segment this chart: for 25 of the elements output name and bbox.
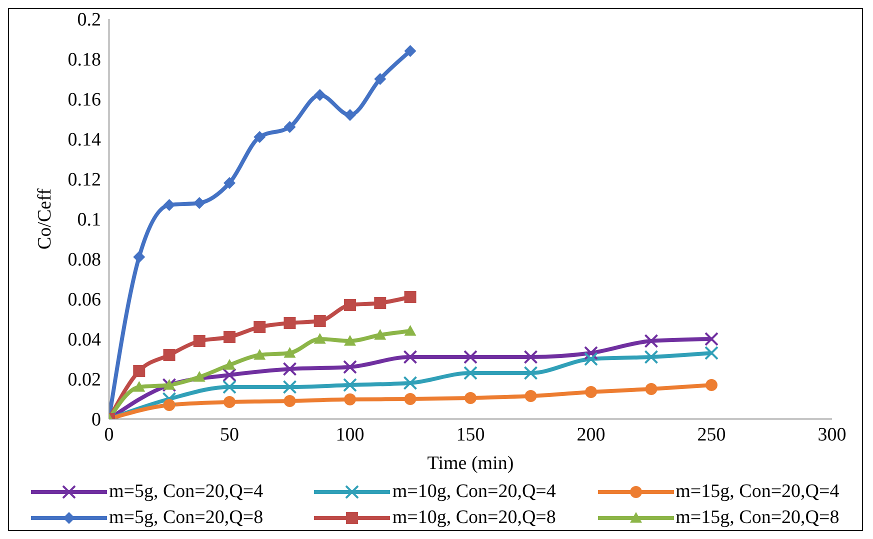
legend-label: m=15g, Con=20,Q=8 xyxy=(676,507,840,529)
y-tick-label: 0.16 xyxy=(68,90,101,111)
y-tick-label: 0.1 xyxy=(77,210,101,231)
x-tick-label: 250 xyxy=(697,424,726,446)
legend-label: m=10g, Con=20,Q=4 xyxy=(392,481,556,503)
y-tick-label: 0.02 xyxy=(68,370,101,391)
x-tick-label: 200 xyxy=(576,424,606,446)
legend-label: m=5g, Con=20,Q=8 xyxy=(109,507,264,529)
x-tick-label: 100 xyxy=(336,424,364,446)
x-tick-label: 50 xyxy=(220,424,239,446)
y-tick-label: 0.06 xyxy=(68,290,101,311)
x-axis-title: Time (min) xyxy=(427,453,514,474)
x-tick-label: 150 xyxy=(456,424,485,446)
y-tick-label: 0 xyxy=(92,410,101,431)
y-tick-label: 0.2 xyxy=(77,10,101,31)
x-tick-label: 300 xyxy=(818,424,846,446)
legend-label: m=10g, Con=20,Q=8 xyxy=(392,507,556,529)
legend-label: m=15g, Con=20,Q=4 xyxy=(676,481,840,503)
y-tick-label: 0.18 xyxy=(68,50,101,71)
legend-label: m=5g, Con=20,Q=4 xyxy=(109,481,264,503)
y-tick-label: 0.14 xyxy=(68,130,102,151)
y-axis-title: Co/Ceff xyxy=(34,188,56,250)
y-tick-label: 0.04 xyxy=(68,330,102,351)
y-tick-label: 0.12 xyxy=(68,170,101,191)
y-tick-label: 0.08 xyxy=(68,250,101,271)
